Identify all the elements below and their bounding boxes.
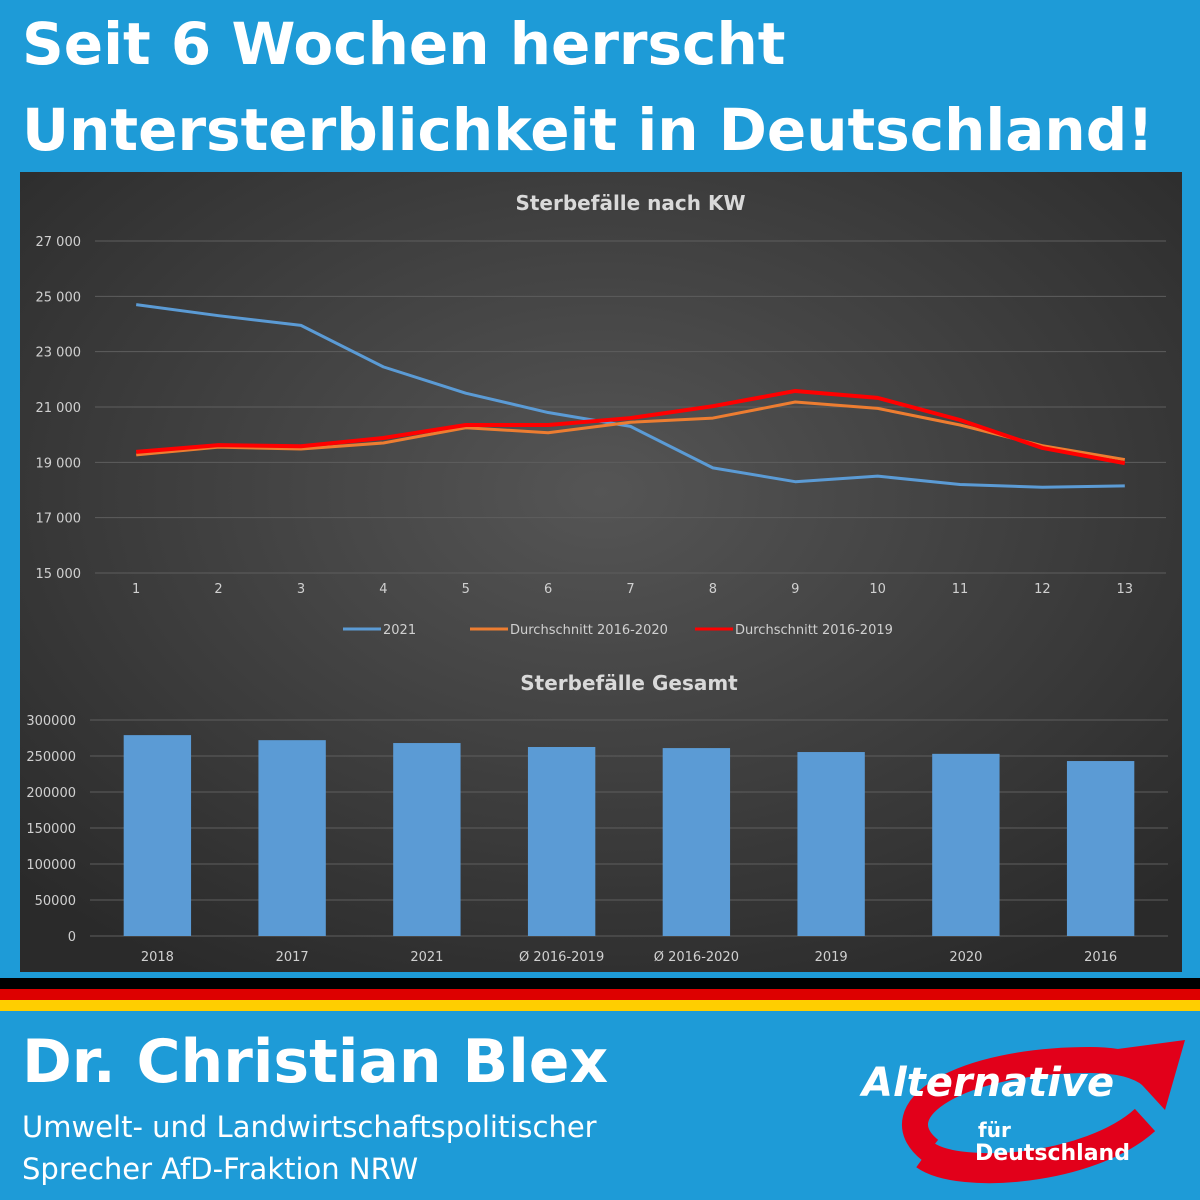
x-tick-label: 3 xyxy=(297,582,305,597)
legend-label: Durchschnitt 2016-2019 xyxy=(735,623,893,638)
legend-label: 2021 xyxy=(383,623,416,638)
flag-stripe xyxy=(0,989,1200,1000)
x-tick-label: 5 xyxy=(462,582,470,597)
line-series xyxy=(136,388,1126,466)
logo-text: Alternative xyxy=(859,1060,1114,1106)
party-logo: Alternative für Deutschland xyxy=(859,1040,1185,1184)
x-tick-label: 2018 xyxy=(141,950,174,965)
bar xyxy=(527,747,596,936)
x-tick-label: 12 xyxy=(1034,582,1051,597)
logo-swoosh xyxy=(916,1108,1156,1184)
y-tick-label: 100000 xyxy=(26,858,76,873)
line-series xyxy=(136,400,1126,462)
line-series xyxy=(135,303,1125,489)
x-tick-label: Ø 2016-2020 xyxy=(654,950,739,965)
x-tick-label: 2021 xyxy=(410,950,443,965)
x-tick-label: 2 xyxy=(214,582,222,597)
y-tick-label: 250000 xyxy=(26,750,76,765)
x-tick-label: 8 xyxy=(709,582,717,597)
chart-title: Sterbefälle nach KW xyxy=(515,191,745,215)
bar xyxy=(1066,761,1135,936)
bar xyxy=(393,743,461,936)
flag-stripe xyxy=(0,978,1200,989)
author-role: Sprecher AfD-Fraktion NRW xyxy=(22,1152,418,1186)
author-role: Umwelt- und Landwirtschaftspolitischer xyxy=(22,1110,597,1144)
y-tick-label: 0 xyxy=(68,930,76,945)
x-tick-label: 13 xyxy=(1117,582,1134,597)
legend-label: Durchschnitt 2016-2020 xyxy=(510,623,668,638)
x-tick-label: Ø 2016-2019 xyxy=(519,950,604,965)
bar xyxy=(662,748,731,936)
bar xyxy=(932,753,1000,936)
x-tick-label: 9 xyxy=(791,582,799,597)
headline: Seit 6 Wochen herrscht xyxy=(22,10,785,78)
y-tick-label: 19 000 xyxy=(36,456,82,471)
y-tick-label: 50000 xyxy=(35,894,76,909)
chart-title: Sterbefälle Gesamt xyxy=(520,671,738,695)
x-tick-label: 2017 xyxy=(276,950,309,965)
x-tick-label: 6 xyxy=(544,582,552,597)
bar xyxy=(123,735,192,936)
logo-text: Deutschland xyxy=(975,1141,1130,1166)
logo-text: für xyxy=(978,1118,1011,1142)
x-tick-label: 2016 xyxy=(1084,950,1117,965)
y-tick-label: 300000 xyxy=(26,714,76,729)
y-tick-label: 150000 xyxy=(26,822,76,837)
y-tick-label: 21 000 xyxy=(36,401,82,416)
y-tick-label: 200000 xyxy=(26,786,76,801)
y-tick-label: 17 000 xyxy=(36,512,82,527)
x-tick-label: 10 xyxy=(869,582,886,597)
flag-stripe xyxy=(0,1000,1200,1011)
x-tick-label: 2019 xyxy=(815,950,848,965)
y-tick-label: 15 000 xyxy=(36,567,82,582)
logo-arrowhead xyxy=(1110,1040,1185,1110)
y-tick-label: 27 000 xyxy=(36,235,82,250)
bar xyxy=(258,740,326,936)
x-tick-label: 7 xyxy=(626,582,634,597)
y-tick-label: 23 000 xyxy=(36,346,82,361)
y-tick-label: 25 000 xyxy=(36,290,82,305)
x-tick-label: 4 xyxy=(379,582,387,597)
x-tick-label: 2020 xyxy=(949,950,982,965)
x-tick-label: 1 xyxy=(132,582,140,597)
x-tick-label: 11 xyxy=(952,582,969,597)
chart-panel xyxy=(20,172,1182,972)
bar xyxy=(797,752,865,936)
author-name: Dr. Christian Blex xyxy=(22,1027,608,1097)
headline: Untersterblichkeit in Deutschland! xyxy=(22,96,1154,164)
